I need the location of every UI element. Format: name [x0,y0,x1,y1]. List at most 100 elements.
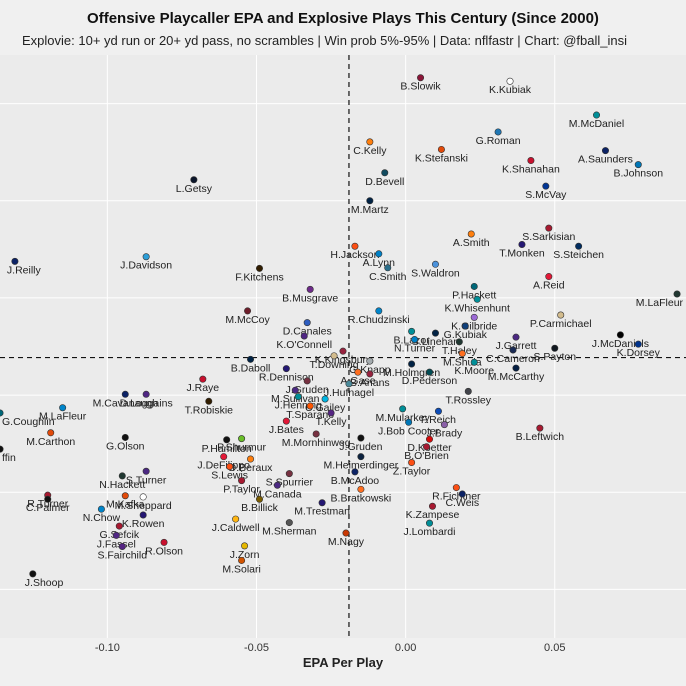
point-label: M.Kafka [106,499,145,511]
data-point [440,421,448,429]
point-label: T.Rossley [446,394,492,406]
data-point [375,307,383,315]
data-point [118,542,126,550]
point-label: L.Getsy [176,183,213,195]
point-label: B.Bratkowski [331,492,392,504]
data-point [518,240,526,248]
data-point [244,307,252,315]
data-point [545,224,553,232]
data-point [238,477,246,485]
point-label: M.McCarthy [488,371,545,383]
point-label: M.Sherman [262,526,316,538]
data-point [0,445,4,453]
data-point [241,542,249,550]
data-point [139,511,147,519]
point-label: S.McVay [525,189,567,201]
data-point [121,492,129,500]
point-label: C.Smith [369,271,407,283]
data-point [354,368,362,376]
point-label: M.Sullivan [271,393,320,405]
point-label: J.Davidson [120,260,172,272]
point-label: T.Kelly [316,416,348,428]
data-point [673,290,681,298]
data-point [139,493,147,501]
point-label: K.Moore [454,365,494,377]
point-label: M.Solari [222,563,261,575]
point-label: R.Olson [145,545,183,557]
data-point [121,390,129,398]
data-point [357,434,365,442]
point-label: S.Steichen [553,249,604,261]
data-point [115,522,123,530]
data-point [121,433,129,441]
point-label: M.Holmgren [383,367,440,379]
data-point [601,147,609,155]
data-point [470,313,478,321]
data-point [142,390,150,398]
data-point [142,467,150,475]
point-label: S.Waldron [411,267,460,279]
data-point [357,485,365,493]
point-label: D.Canales [283,326,332,338]
point-label: S.Turner [126,474,167,486]
point-label: M.Sheppard [115,500,172,512]
point-label: M.Mornhinweg [282,437,351,449]
point-label: T.Monken [499,247,545,259]
data-point [190,176,198,184]
data-point [536,424,544,432]
point-label: H.Jackson [330,249,379,261]
data-point [408,459,416,467]
point-label: K.O'Connell [276,339,332,351]
data-point [431,260,439,268]
point-label: K.Dorsey [617,347,661,359]
data-point [357,453,365,461]
point-label: B.O'Brien [404,450,449,462]
point-label: M.Martz [351,204,389,216]
data-point [527,157,535,165]
point-label: B.McAdoo [331,475,380,487]
data-point [408,360,416,368]
points: K.Kubiak B.Slowik M.McDaniel C.Kelly G.Roman… [0,74,684,589]
data-point [455,338,463,346]
point-label: J.Bob Cooter [378,425,440,437]
point-label: M.LaFleur [636,297,684,309]
point-label: M.Trestman [294,506,350,518]
chart-title: Offensive Playcaller EPA and Explosive P… [87,10,599,27]
data-point [506,77,514,85]
data-point [44,495,52,503]
x-tick-label: 0.00 [395,642,416,654]
point-label: P.Hamilton [202,443,252,455]
data-point [303,319,311,327]
point-label: J.Lombardi [404,526,456,538]
data-point [247,355,255,363]
point-label: J.Bates [269,424,304,436]
data-point [425,368,433,376]
plot-panel [0,55,686,638]
point-label: J.Garrett [496,340,537,352]
gridlines [0,55,686,638]
point-label: T.Sparano [286,409,334,421]
data-point [285,470,293,478]
point-label: C.Cameron [486,353,540,365]
data-point [330,352,338,360]
data-point [366,370,374,378]
data-point [59,404,67,412]
data-point [273,481,281,489]
data-point [205,397,213,405]
data-point [428,502,436,510]
point-label: C.Palmer [26,502,70,514]
point-label: N.Chow [83,512,121,524]
point-label: D.Loggains [120,397,173,409]
data-point [238,435,246,443]
point-label: G.Olson [106,440,145,452]
data-point [226,463,234,471]
data-point [345,380,353,388]
point-label: K.Kingsbury [315,354,372,366]
data-point [327,409,335,417]
data-point [551,344,559,352]
point-label: M.McDaniel [569,118,624,130]
point-label: A.Saunders [578,154,633,166]
data-point [509,346,517,354]
point-label: B.Arians [350,377,390,389]
